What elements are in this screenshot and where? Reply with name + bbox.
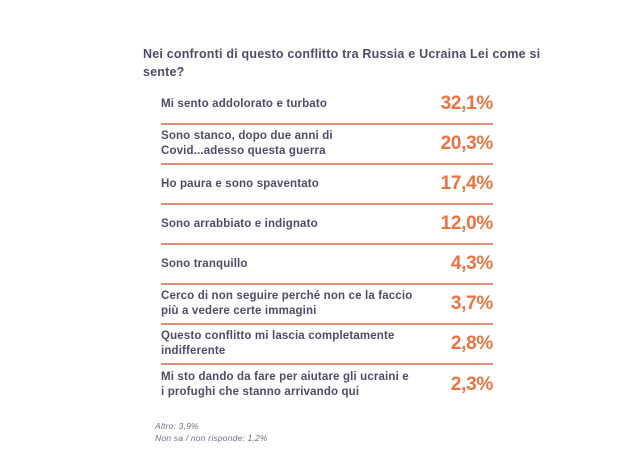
answer-label: Sono arrabbiato e indignato — [161, 217, 318, 230]
answer-percentage: 32,1% — [440, 93, 494, 114]
answer-percentage: 17,4% — [440, 173, 494, 194]
table-row: Mi sento addolorato e turbato 32,1% — [161, 85, 493, 125]
table-row: Questo conflitto mi lascia completamente… — [161, 325, 493, 365]
answer-percentage: 4,3% — [450, 253, 493, 274]
answer-label: Cerco di non seguire perché non ce la fa… — [161, 290, 413, 317]
results-table: Mi sento addolorato e turbato 32,1% Sono… — [161, 85, 493, 405]
answer-percentage: 2,8% — [450, 333, 493, 354]
table-row: Ho paura e sono spaventato 17,4% — [161, 165, 493, 205]
answer-percentage: 2,3% — [450, 374, 493, 395]
table-row: Sono stanco, dopo due anni di Covid...ad… — [161, 125, 493, 165]
answer-label: Sono stanco, dopo due anni di Covid...ad… — [161, 130, 333, 157]
table-row: Sono tranquillo 4,3% — [161, 245, 493, 285]
table-row: Mi sto dando da fare per aiutare gli ucr… — [161, 365, 493, 405]
answer-percentage: 3,7% — [450, 293, 493, 314]
footnotes: Altro: 3,9% Non sa / non risponde: 1,2% — [155, 420, 268, 445]
answer-label: Ho paura e sono spaventato — [161, 177, 319, 190]
table-row: Cerco di non seguire perché non ce la fa… — [161, 285, 493, 325]
page-title: Nei confronti di questo conflitto tra Ru… — [143, 47, 541, 80]
footnote-altro: Altro: 3,9% — [155, 421, 199, 431]
footnote-non-sa: Non sa / non risponde: 1,2% — [155, 433, 268, 444]
answer-percentage: 20,3% — [440, 133, 494, 154]
answer-label: Questo conflitto mi lascia completamente… — [161, 330, 395, 357]
answer-label: Sono tranquillo — [161, 257, 248, 270]
answer-label: Mi sento addolorato e turbato — [161, 97, 327, 110]
table-row: Sono arrabbiato e indignato 12,0% — [161, 205, 493, 245]
answer-label: Mi sto dando da fare per aiutare gli ucr… — [161, 371, 409, 398]
answer-percentage: 12,0% — [440, 213, 494, 234]
